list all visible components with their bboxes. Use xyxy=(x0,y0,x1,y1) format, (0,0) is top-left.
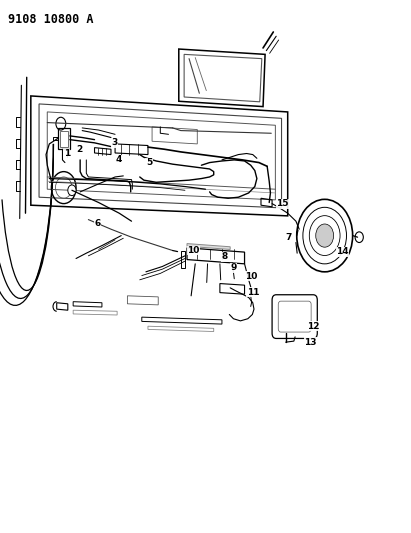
Text: 3: 3 xyxy=(111,139,117,147)
Text: 6: 6 xyxy=(95,220,101,228)
Text: 1: 1 xyxy=(64,149,70,158)
Text: 5: 5 xyxy=(146,158,152,167)
Text: 10: 10 xyxy=(187,246,199,255)
Circle shape xyxy=(316,224,334,247)
Polygon shape xyxy=(187,244,230,249)
Text: 14: 14 xyxy=(336,247,349,256)
Text: 9108 10800 A: 9108 10800 A xyxy=(8,13,94,26)
Text: 15: 15 xyxy=(276,199,289,208)
Circle shape xyxy=(68,185,76,196)
Text: 8: 8 xyxy=(222,253,228,261)
Text: 10: 10 xyxy=(245,272,257,280)
Text: 13: 13 xyxy=(304,338,316,346)
Text: 11: 11 xyxy=(247,288,259,296)
Text: 4: 4 xyxy=(115,156,122,164)
Text: 7: 7 xyxy=(286,233,292,241)
Text: 2: 2 xyxy=(76,145,82,154)
Text: 12: 12 xyxy=(307,322,320,330)
Text: 9: 9 xyxy=(230,263,237,272)
